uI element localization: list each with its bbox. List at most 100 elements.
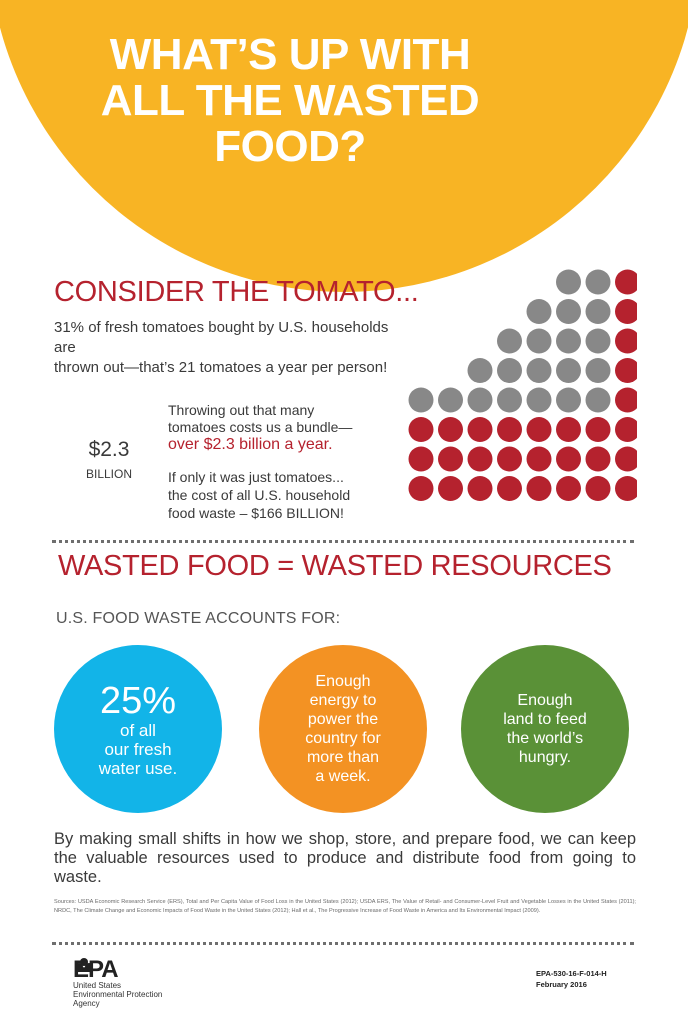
waste-line-3: food waste – $166 BILLION!	[168, 505, 344, 521]
tomato-dot	[585, 446, 611, 472]
land-line-3: the world’s	[506, 730, 584, 747]
tomato-dot	[467, 417, 493, 442]
tomato-dot	[497, 417, 522, 442]
tomato-dot	[467, 387, 493, 413]
water-line-3: water use.	[98, 758, 178, 778]
energy-line-1: Enough	[315, 673, 371, 690]
tomato-dot	[615, 299, 637, 324]
tomato-dot	[556, 269, 581, 295]
tomato-dot	[408, 387, 434, 413]
title-line-2: ALL THE WASTED	[100, 76, 480, 125]
tomato-dot	[585, 269, 611, 295]
tomato-dot	[556, 328, 581, 354]
epa-flower-icon	[75, 958, 93, 972]
bundle-highlight: over $2.3 billion a year.	[168, 436, 333, 453]
tomato-dot	[526, 446, 552, 472]
energy-line-5: more than	[306, 749, 380, 766]
land-line-1: Enough	[517, 692, 573, 709]
tomato-dot	[526, 328, 552, 354]
tomato-dot	[467, 446, 493, 472]
tomato-dot	[585, 417, 611, 442]
tomato-dot	[585, 476, 611, 501]
tomato-dot	[526, 358, 552, 383]
tomato-dot	[497, 476, 522, 501]
tomato-dot	[556, 299, 581, 324]
title-line-1: WHAT’S UP WITH	[109, 30, 471, 79]
tomato-dot	[408, 476, 434, 501]
tomato-dot	[556, 417, 581, 442]
intro-line-1: 31% of fresh tomatoes bought by U.S. hou…	[54, 319, 389, 356]
tomato-dot	[438, 446, 463, 472]
tomato-dot	[615, 387, 637, 413]
tomato-dot	[497, 446, 522, 472]
tomato-intro: 31% of fresh tomatoes bought by U.S. hou…	[54, 318, 414, 378]
bundle-text: Throwing out that many tomatoes costs us…	[168, 402, 404, 453]
bundle-line-2: tomatoes costs us a bundle—	[168, 419, 353, 435]
page-title: WHAT’S UP WITH ALL THE WASTED FOOD?	[30, 32, 550, 170]
energy-circle: Enough energy to power the country for m…	[259, 645, 427, 813]
tomato-dot	[615, 269, 637, 295]
land-line-2: land to feed	[503, 711, 587, 728]
water-line-2: our fresh	[104, 739, 172, 759]
land-circle: Enough land to feed the world’s hungry.	[461, 645, 629, 813]
tomato-dot	[497, 387, 522, 413]
tomato-dot	[615, 358, 637, 383]
document-date: February 2016	[536, 980, 587, 989]
tomato-dot	[497, 358, 522, 383]
resources-heading: WASTED FOOD = WASTED RESOURCES	[58, 550, 612, 582]
tomato-dot	[585, 299, 611, 324]
footer-divider	[52, 942, 634, 945]
waste-line-2: the cost of all U.S. household	[168, 487, 351, 503]
tomato-dot	[585, 358, 611, 383]
tomato-dot	[526, 299, 552, 324]
tomato-dot	[585, 387, 611, 413]
water-use-circle: 25% of all our fresh water use.	[54, 645, 222, 813]
accounts-label: U.S. FOOD WASTE ACCOUNTS FOR:	[56, 610, 341, 627]
agency-line-1: United States	[73, 981, 122, 990]
energy-line-6: a week.	[315, 768, 371, 785]
tomato-dot	[556, 476, 581, 501]
energy-line-3: power the	[307, 711, 379, 728]
tomato-dot	[467, 476, 493, 501]
tomato-dot	[556, 387, 581, 413]
energy-line-4: country for	[305, 730, 381, 747]
tomato-dot	[615, 446, 637, 472]
tomato-dot	[526, 476, 552, 501]
agency-name: United States Environmental Protection A…	[73, 981, 162, 1008]
tomato-dot	[615, 328, 637, 354]
section-divider	[52, 540, 634, 543]
tomato-dot	[438, 417, 463, 442]
money-unit: BILLION	[85, 467, 133, 481]
water-line-1: of all	[120, 720, 156, 740]
tomato-dot	[408, 417, 434, 442]
intro-line-2: thrown out—that’s 21 tomatoes a year per…	[54, 359, 388, 376]
tomato-dot	[467, 358, 493, 383]
tomato-dot	[526, 417, 552, 442]
tomato-dot	[615, 417, 637, 442]
tomato-dot	[497, 328, 522, 354]
energy-line-2: energy to	[309, 692, 377, 709]
tomato-dot	[526, 387, 552, 413]
tomato-dot	[615, 476, 637, 501]
tomato-dot	[438, 387, 463, 413]
agency-line-2: Environmental Protection	[73, 990, 163, 999]
water-percent: 25%	[99, 679, 177, 722]
tomato-dot-grid	[408, 269, 637, 501]
waste-text: If only it was just tomatoes... the cost…	[168, 468, 404, 522]
tomato-heading: CONSIDER THE TOMATO...	[54, 276, 419, 308]
epa-logo-text: EPA	[73, 956, 119, 983]
tomato-dot	[556, 446, 581, 472]
document-number: EPA-530-16-F-014-H	[536, 969, 607, 978]
land-line-4: hungry.	[518, 749, 572, 766]
closing-statement: By making small shifts in how we shop, s…	[54, 830, 636, 886]
bundle-line-1: Throwing out that many	[168, 402, 315, 418]
tomato-dot	[438, 476, 463, 501]
tomato-dot	[556, 358, 581, 383]
money-amount: $2.3	[88, 438, 130, 461]
agency-line-3: Agency	[73, 999, 100, 1008]
document-info: EPA-530-16-F-014-H February 2016	[536, 968, 607, 990]
money-callout: $2.3 BILLION	[82, 438, 136, 481]
title-line-3: FOOD?	[214, 122, 366, 171]
tomato-dot	[585, 328, 611, 354]
waste-line-1: If only it was just tomatoes...	[168, 469, 344, 485]
